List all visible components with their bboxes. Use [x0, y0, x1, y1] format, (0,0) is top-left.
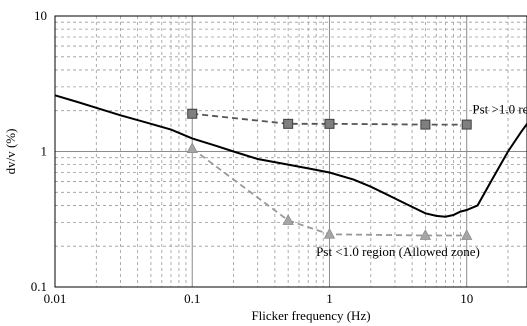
triangle-marker	[282, 214, 294, 225]
triangle-marker	[323, 227, 336, 239]
annotation-label: Pst >1.0 region	[472, 102, 527, 117]
annotation-label: Pst <1.0 region (Allowed zone)	[316, 244, 480, 259]
triangle-marker	[186, 142, 198, 154]
square-marker	[461, 119, 472, 130]
plot-frame	[54, 15, 527, 288]
y-axis-label: dv/v (%)	[3, 129, 18, 175]
x-tick-label: 10	[460, 291, 473, 306]
y-tick-label: 0.1	[31, 279, 47, 294]
square-marker	[420, 119, 431, 130]
y-tick-label: 10	[34, 8, 47, 23]
square-marker	[324, 118, 335, 129]
x-axis-label: Flicker frequency (Hz)	[251, 308, 370, 323]
square-marker	[187, 108, 198, 119]
triangle-marker	[419, 229, 432, 240]
triangle-marker	[461, 229, 473, 240]
series-line-1	[54, 94, 527, 218]
series-line-2	[192, 112, 467, 126]
square-marker	[283, 118, 294, 129]
x-tick-label: 0.1	[184, 291, 200, 306]
series-layer	[54, 94, 527, 240]
y-tick-label: 1	[41, 144, 48, 159]
x-tick-label: 1	[326, 291, 333, 306]
annotations: Pst >1.0 region Pst <1.0 region (Allowed …	[316, 102, 527, 259]
x-tick-label: 0.01	[44, 291, 67, 306]
